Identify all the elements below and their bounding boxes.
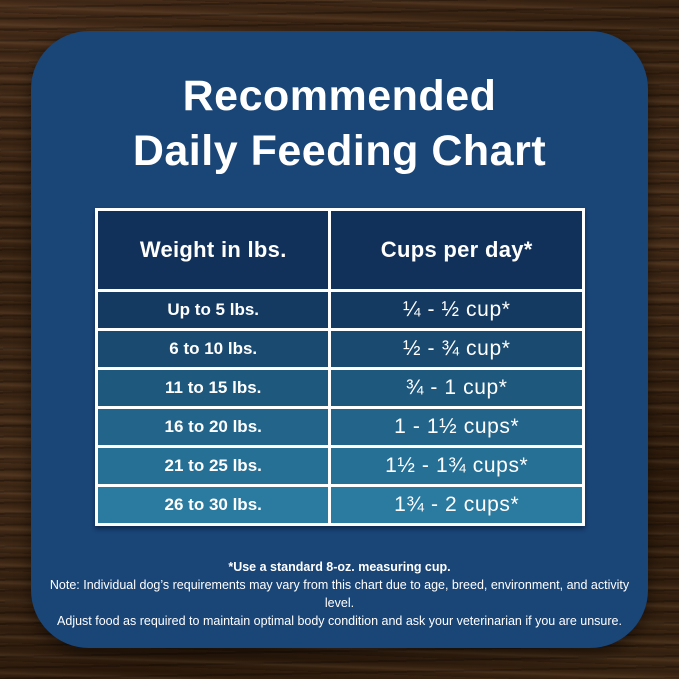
measuring-cup-note: *Use a standard 8-oz. measuring cup. <box>228 560 451 574</box>
cups-cell: 1½ - 1¾ cups* <box>328 445 585 487</box>
cups-cell: ¾ - 1 cup* <box>328 367 585 409</box>
table-row: 6 to 10 lbs. ½ - ¾ cup* <box>94 328 585 370</box>
cups-cell: 1¾ - 2 cups* <box>328 484 585 526</box>
disclaimer-line-2: Adjust food as required to maintain opti… <box>57 614 622 629</box>
title-line-1: Recommended <box>182 72 497 120</box>
table-row: Up to 5 lbs. ¼ - ½ cup* <box>94 289 585 331</box>
feeding-table: Weight in lbs. Cups per day* Up to 5 lbs… <box>94 208 585 526</box>
page-title: Recommended Daily Feeding Chart <box>31 69 648 179</box>
weight-cell: 21 to 25 lbs. <box>94 445 332 487</box>
footnotes: *Use a standard 8-oz. measuring cup. Not… <box>49 558 630 631</box>
table-row: 11 to 15 lbs. ¾ - 1 cup* <box>94 367 585 409</box>
feeding-chart-card: Recommended Daily Feeding Chart Weight i… <box>31 31 648 648</box>
cups-cell: 1 - 1½ cups* <box>328 406 585 448</box>
column-header-cups: Cups per day* <box>328 208 585 292</box>
weight-cell: 11 to 15 lbs. <box>94 367 332 409</box>
weight-cell: 16 to 20 lbs. <box>94 406 332 448</box>
table-header-row: Weight in lbs. Cups per day* <box>94 208 585 292</box>
cups-cell: ½ - ¾ cup* <box>328 328 585 370</box>
table-row: 21 to 25 lbs. 1½ - 1¾ cups* <box>94 445 585 487</box>
table-row: 26 to 30 lbs. 1¾ - 2 cups* <box>94 484 585 526</box>
column-header-weight: Weight in lbs. <box>94 208 332 292</box>
table-row: 16 to 20 lbs. 1 - 1½ cups* <box>94 406 585 448</box>
weight-cell: Up to 5 lbs. <box>94 289 332 331</box>
disclaimer-line-1: Note: Individual dog’s requirements may … <box>49 578 630 611</box>
title-line-2: Daily Feeding Chart <box>132 127 547 176</box>
weight-cell: 6 to 10 lbs. <box>94 328 332 370</box>
weight-cell: 26 to 30 lbs. <box>94 484 332 526</box>
cups-cell: ¼ - ½ cup* <box>328 289 585 331</box>
